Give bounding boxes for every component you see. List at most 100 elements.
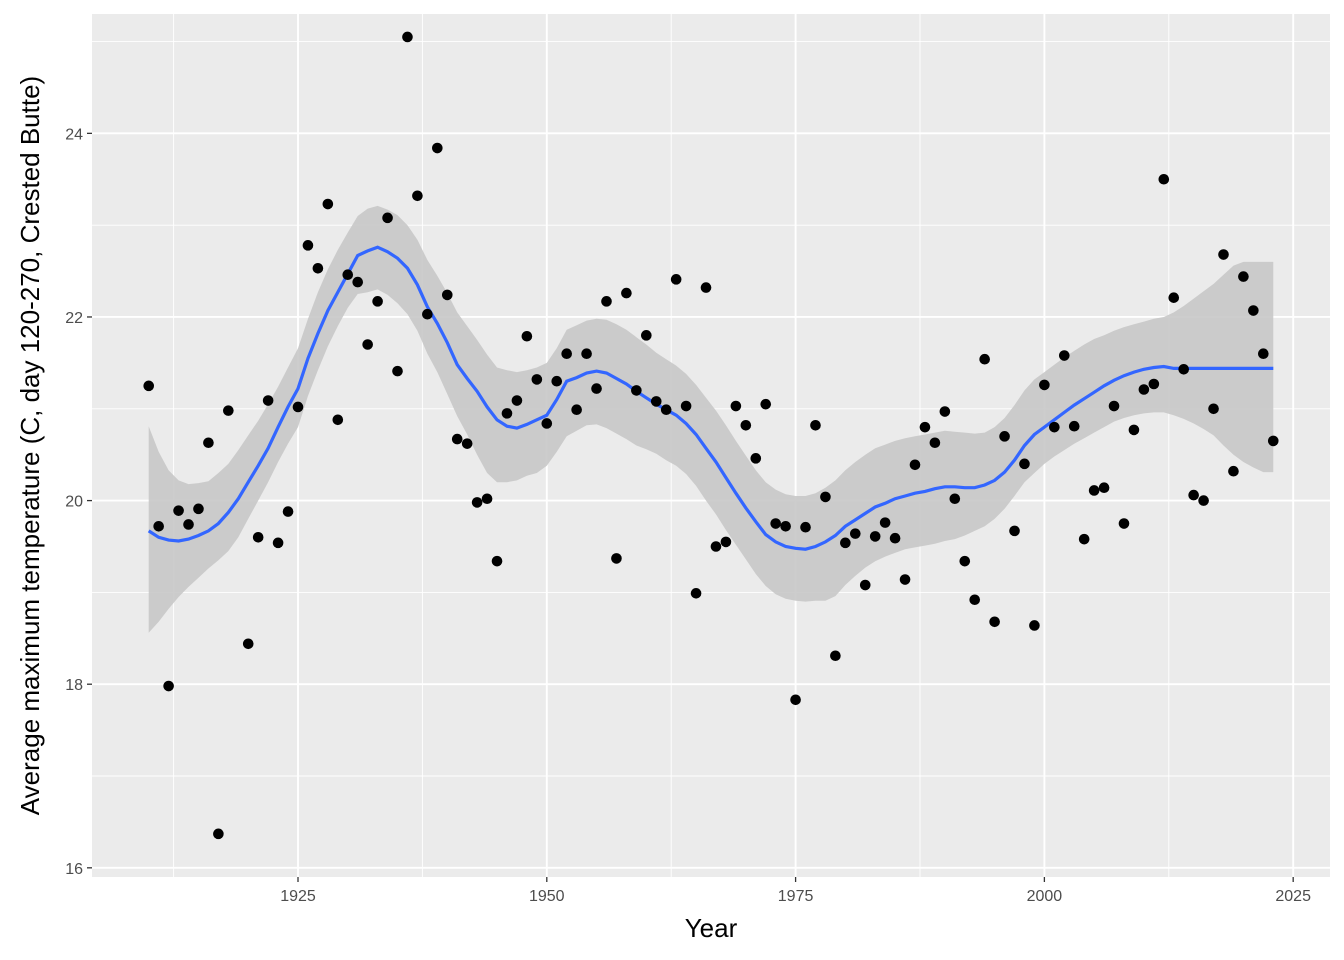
x-tick-label: 1925 (280, 888, 316, 905)
y-tick-label: 18 (65, 677, 83, 694)
data-point (611, 553, 622, 564)
data-point (591, 383, 602, 394)
data-point (282, 506, 294, 517)
data-point (700, 282, 712, 293)
x-tick-label: 2025 (1275, 888, 1311, 905)
x-tick-label: 1975 (778, 888, 814, 905)
data-point (621, 287, 632, 299)
data-point (153, 520, 164, 532)
data-point (750, 453, 762, 464)
data-point (1039, 379, 1050, 391)
data-point (670, 274, 682, 285)
data-point (690, 588, 702, 599)
data-point (660, 404, 672, 415)
data-point (481, 493, 493, 505)
data-point (830, 650, 841, 662)
data-point (1258, 348, 1269, 359)
y-tick-label: 22 (65, 310, 83, 327)
data-point (1178, 363, 1190, 375)
data-point (919, 421, 931, 433)
data-point (989, 616, 1000, 628)
data-point (650, 396, 662, 407)
data-point (631, 385, 642, 396)
data-point (1029, 620, 1040, 631)
data-point (879, 517, 891, 528)
data-point (680, 400, 692, 412)
y-axis: 16 18 20 22 24 (65, 126, 92, 878)
data-point (571, 404, 582, 415)
data-point (531, 374, 543, 385)
data-point (491, 555, 503, 567)
x-axis-title: Year (685, 913, 738, 943)
data-point (332, 414, 344, 426)
x-tick-label: 2000 (1027, 888, 1063, 905)
data-point (1168, 292, 1180, 303)
data-point (1158, 173, 1170, 185)
data-point (581, 348, 592, 359)
data-point (959, 555, 971, 567)
data-point (362, 339, 373, 350)
data-point (720, 536, 732, 548)
data-point (521, 330, 533, 342)
data-point (730, 400, 742, 412)
data-point (969, 594, 981, 606)
data-point (1148, 378, 1160, 390)
data-point (183, 519, 194, 530)
data-point (262, 395, 274, 406)
data-point (929, 437, 941, 449)
data-point (850, 528, 861, 539)
data-point (1118, 518, 1130, 529)
data-point (800, 521, 811, 533)
data-point (1228, 465, 1239, 477)
data-point (1108, 400, 1120, 412)
data-point (1138, 384, 1150, 395)
x-tick-label: 1950 (529, 888, 565, 905)
data-point (422, 308, 433, 320)
data-point (810, 420, 821, 431)
data-point (551, 375, 563, 387)
data-point (1058, 350, 1070, 361)
x-axis: 1925 1950 1975 2000 2025 (280, 877, 1311, 905)
data-point (1009, 525, 1020, 537)
data-point (372, 296, 383, 307)
data-point (163, 680, 174, 692)
data-point (1198, 495, 1209, 506)
data-point (213, 828, 224, 840)
data-point (382, 212, 393, 224)
data-point (441, 289, 453, 301)
data-point (1068, 420, 1080, 432)
data-point (511, 395, 523, 406)
data-point (272, 537, 284, 549)
y-tick-label: 16 (65, 861, 83, 878)
data-point (740, 420, 752, 431)
data-point (889, 532, 901, 544)
data-point (840, 537, 851, 549)
data-point (412, 190, 423, 202)
data-point (352, 276, 364, 288)
data-point (601, 296, 612, 307)
data-point (193, 503, 204, 515)
data-point (322, 198, 334, 210)
data-point (1049, 421, 1060, 433)
data-point (223, 405, 234, 416)
data-point (203, 437, 214, 449)
data-point (1267, 435, 1279, 447)
data-point (252, 532, 264, 543)
data-point (242, 638, 254, 650)
data-point (1098, 482, 1110, 494)
data-point (561, 348, 572, 359)
data-point (999, 431, 1010, 442)
data-point (1248, 305, 1259, 316)
data-point (1088, 485, 1100, 496)
data-point (402, 31, 413, 43)
data-point (451, 433, 463, 445)
data-point (939, 406, 951, 417)
data-point (143, 380, 155, 392)
data-point (909, 459, 921, 471)
data-point (342, 269, 354, 281)
y-axis-title: Average maximum temperature (C, day 120-… (15, 76, 45, 815)
data-point (641, 330, 652, 341)
data-point (760, 398, 772, 410)
data-points (143, 31, 1279, 840)
